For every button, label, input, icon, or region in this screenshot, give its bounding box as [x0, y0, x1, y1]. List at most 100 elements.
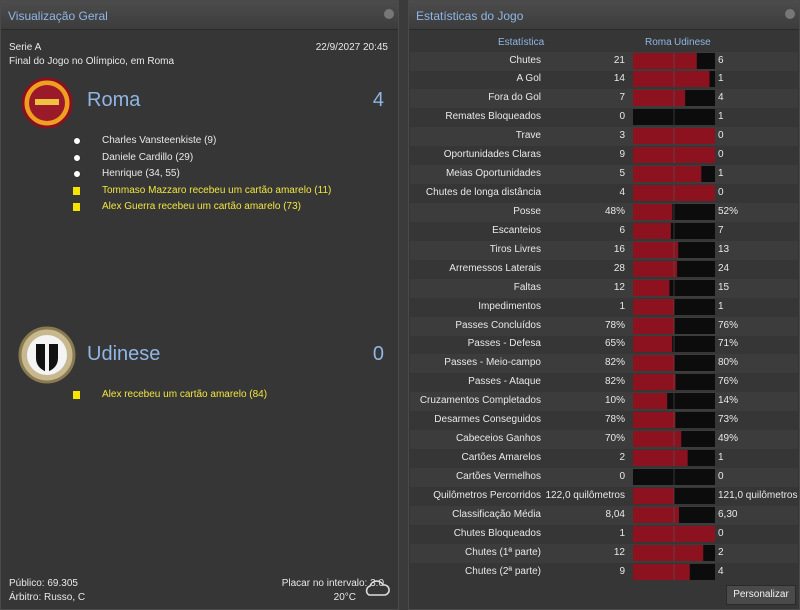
panel-menu[interactable]: [785, 9, 795, 19]
ball: [73, 170, 81, 178]
team-score: 0: [372, 343, 384, 365]
away-value: 24: [718, 262, 730, 274]
away-value: 4: [718, 565, 724, 577]
stat-label: Chutes Bloqueados: [453, 527, 541, 539]
away-value: 4: [718, 92, 724, 104]
stat-label: Classificação Média: [452, 508, 541, 520]
stat-label: Chutes de longa distância: [425, 187, 541, 198]
datetime: 22/9/2027 20:45: [315, 42, 388, 53]
stat-row: Trave 3 0: [410, 127, 798, 147]
column-header: Roma: [645, 37, 672, 48]
stat-label: Meias Oportunidades: [445, 168, 541, 180]
stat-label: Cartões Amarelos: [461, 452, 541, 464]
away-bar: [678, 506, 715, 523]
away-value: 71%: [718, 338, 739, 350]
stat-row: Cartões Vermelhos 0 0: [410, 467, 798, 487]
event-text: Henrique (34, 55): [102, 168, 180, 179]
stat-label: A Gol: [516, 73, 541, 85]
home-bar: [633, 52, 697, 69]
away-value: 1: [718, 73, 724, 85]
stat-label: Fora do Gol: [488, 92, 541, 104]
stat-row: Chutes (2ª parte) 9 4: [410, 563, 798, 582]
panel-menu[interactable]: [384, 9, 394, 19]
stat-bar: [633, 128, 715, 145]
temperature: 20°C: [333, 592, 356, 603]
stat-label: Posse: [513, 205, 541, 217]
yellow-card-icon: [73, 391, 80, 399]
stat-bar: [633, 52, 715, 69]
stat-bar: [633, 336, 715, 353]
away-bar: [670, 222, 715, 239]
stat-label: Passes - Meio-campo: [444, 357, 541, 369]
customize-button[interactable]: Personalizar: [726, 585, 796, 605]
stat-label: Passes - Ataque: [468, 376, 541, 388]
home-value: 48%: [604, 205, 625, 217]
stat-row: Desarmes Conseguidos 78% 73%: [410, 411, 798, 430]
home-bar: [633, 393, 668, 410]
away-value: 1: [718, 452, 724, 464]
home-value: 78%: [604, 414, 625, 426]
stat-label: Escanteios: [492, 224, 541, 236]
stats-panel: Estatísticas do Jogo Estatística Roma Ud…: [408, 0, 800, 610]
panel-title: Estatísticas do Jogo: [416, 9, 524, 23]
home-bar: [633, 355, 675, 372]
home-value: 4: [619, 187, 625, 198]
yellow-card-icon: [73, 186, 80, 195]
venue: Final do Jogo no Olímpico, em Roma: [9, 56, 175, 67]
stat-label: Trave: [515, 130, 541, 142]
stat-bar: [633, 431, 715, 448]
away-bar: [667, 393, 715, 410]
team-score: 4: [372, 89, 384, 111]
away-value: 0: [718, 470, 724, 482]
stat-row: Cartões Amarelos 2 1: [410, 449, 798, 468]
overview-panel: Visualização Geral Serie A 22/9/2027 20:…: [0, 0, 399, 610]
home-value: 6: [619, 224, 625, 236]
roma-crest: [21, 77, 73, 129]
weather-icon: [365, 580, 390, 596]
stat-row: Chutes (1ª parte) 12 2: [410, 543, 798, 563]
home-bar: [633, 203, 673, 220]
away-value: 0: [718, 130, 724, 142]
ball: [73, 153, 81, 162]
stat-label: Desarmes Conseguidos: [434, 414, 541, 426]
home-value: 3: [619, 130, 625, 142]
udinese-crest: [18, 326, 76, 384]
away-value: 76%: [718, 319, 739, 331]
home-value: 5: [619, 168, 625, 180]
stat-row: Faltas 12 15: [410, 278, 798, 298]
home-value: 1: [619, 527, 625, 539]
event-text: Alex Guerra recebeu um cartão amarelo (7…: [102, 201, 301, 212]
panel-header: Estatísticas do Jogo: [409, 1, 799, 30]
stat-bar: [633, 260, 715, 277]
stat-label: Chutes (1ª parte): [465, 546, 541, 558]
away-value: 73%: [718, 414, 739, 426]
goal-icon: [73, 170, 81, 178]
stat-bar: [633, 450, 715, 467]
home-bar: [633, 336, 673, 353]
stat-bar: [633, 544, 715, 561]
home-bar: [633, 298, 674, 315]
stat-label: Tiros Livres: [489, 243, 541, 255]
event-text: Alex recebeu um cartão amarelo (84): [102, 389, 268, 400]
stat-label: Remates Bloqueados: [445, 111, 541, 123]
stat-row: Oportunidades Claras 9 0: [410, 146, 798, 165]
stat-bar: [633, 317, 715, 334]
home-value: 70%: [604, 433, 625, 445]
stat-label: Arremessos Laterais: [449, 262, 541, 274]
stat-label: Impedimentos: [478, 300, 541, 312]
stat-row: Fora do Gol 7 4: [410, 89, 798, 109]
away-bar: [689, 563, 715, 580]
referee: Árbitro: Russo, C: [9, 592, 86, 603]
away-value: 6,30: [718, 508, 738, 520]
away-bar: [674, 298, 715, 315]
away-bar: [678, 241, 715, 258]
home-value: 10%: [604, 395, 625, 407]
home-value: 0: [619, 111, 625, 123]
stat-bar: [633, 374, 715, 391]
home-value: 1: [619, 300, 625, 312]
stat-bar: [633, 279, 715, 296]
stat-bar: [633, 393, 715, 410]
stat-bar: [633, 71, 715, 88]
home-value: 28: [613, 262, 625, 274]
